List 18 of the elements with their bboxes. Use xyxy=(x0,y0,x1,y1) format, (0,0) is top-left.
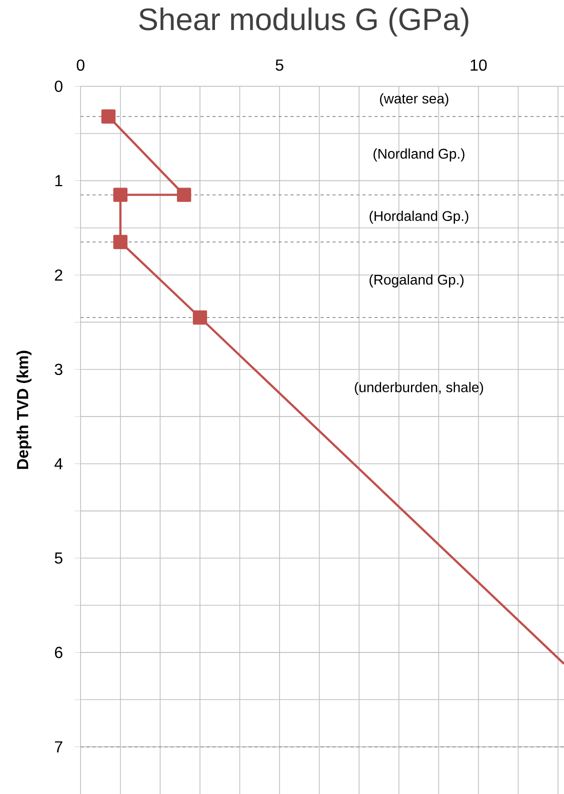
y-tick-label: 3 xyxy=(54,364,62,376)
y-axis-title: Depth TVD (km) xyxy=(16,350,32,469)
y-tick-label: 2 xyxy=(54,269,62,281)
x-tick-label: 0 xyxy=(76,59,84,71)
y-tick-label: 4 xyxy=(54,458,63,470)
y-tick-label: 0 xyxy=(54,80,62,92)
annotation: (Rogaland Gp.) xyxy=(370,274,464,288)
annotation: (Nordland Gp.) xyxy=(374,148,464,162)
y-tick-label: 1 xyxy=(55,175,62,186)
x-tick-label: 5 xyxy=(276,60,284,71)
annotation: (water sea) xyxy=(380,93,448,106)
chart-title: Shear modulus G (GPa) xyxy=(139,8,468,36)
y-tick-label: 7 xyxy=(54,741,62,752)
annotation: (Hordaland Gp.) xyxy=(370,210,468,224)
y-tick-label: 5 xyxy=(54,552,62,564)
annotation: (underburden, shale) xyxy=(354,382,484,396)
x-tick-label: 10 xyxy=(470,59,487,71)
y-tick-label: 6 xyxy=(54,646,62,658)
